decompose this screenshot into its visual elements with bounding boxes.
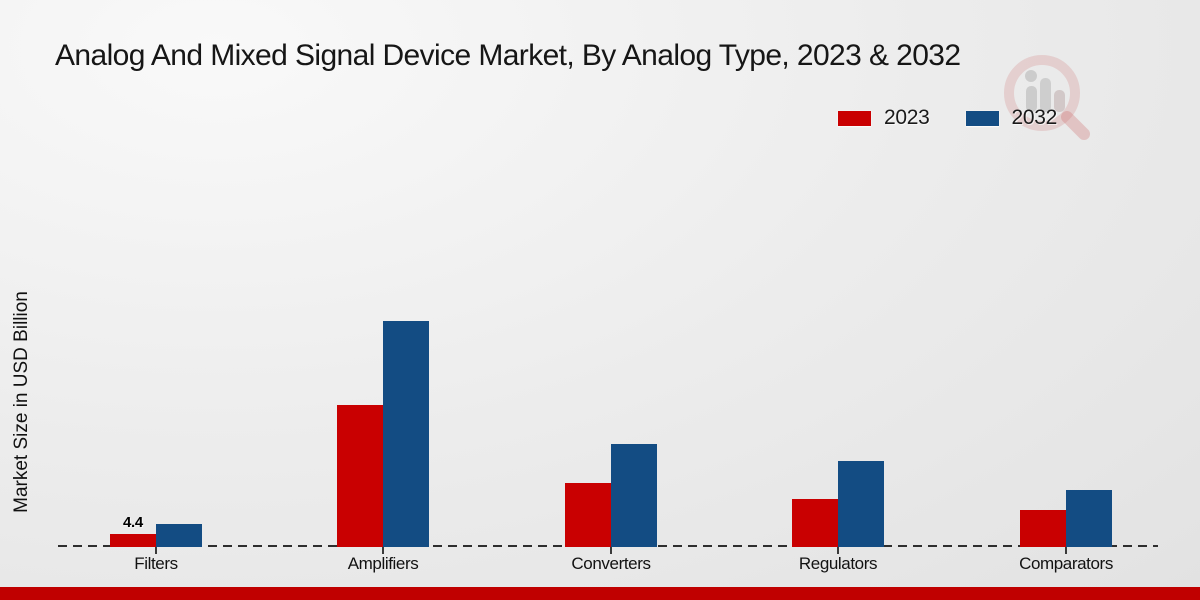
bar-group-converters (565, 443, 657, 547)
category-label-amplifiers: Amplifiers (347, 554, 419, 573)
plot-area: 4.4 (110, 320, 1112, 547)
bar-group-amplifiers (337, 320, 429, 547)
bar-2023-comparators (1020, 509, 1066, 547)
legend-swatch-2032 (965, 110, 999, 126)
legend-label-2023: 2023 (884, 106, 930, 129)
axis-tick (610, 547, 612, 554)
legend-item-2023: 2023 (838, 106, 930, 130)
category-label-comparators: Comparators (1019, 554, 1113, 573)
bar-2032-comparators (1066, 489, 1112, 547)
category-label-regulators: Regulators (798, 554, 878, 573)
legend-item-2032: 2032 (965, 106, 1058, 130)
bar-2032-filters (156, 524, 202, 547)
bar-2032-amplifiers (383, 320, 429, 547)
bar-2023-converters (565, 482, 611, 547)
bar-value-label: 4.4 (123, 514, 143, 531)
category-label-filters: Filters (134, 554, 178, 573)
legend: 2023 2032 (838, 106, 1057, 130)
bar-group-filters: 4.4 (110, 514, 202, 547)
watermark-logo-icon (1004, 55, 1090, 140)
bar-2032-converters (611, 443, 657, 547)
axis-tick (837, 547, 839, 554)
bar-group-comparators (1020, 489, 1112, 547)
legend-label-2032: 2032 (1011, 106, 1058, 129)
axis-tick (382, 547, 384, 554)
legend-swatch-2023 (838, 110, 871, 126)
bar-2023-amplifiers (337, 404, 383, 547)
axis-tick (155, 547, 157, 554)
chart-title: Analog And Mixed Signal Device Market, B… (55, 39, 961, 72)
bar-2023-filters (110, 533, 156, 547)
bar-2023-regulators (792, 498, 838, 547)
axis-tick (1065, 547, 1067, 554)
category-label-converters: Converters (571, 554, 651, 573)
footer-accent-bar (0, 587, 1200, 600)
bar-group-regulators (792, 461, 884, 547)
bar-2032-regulators (838, 461, 884, 547)
